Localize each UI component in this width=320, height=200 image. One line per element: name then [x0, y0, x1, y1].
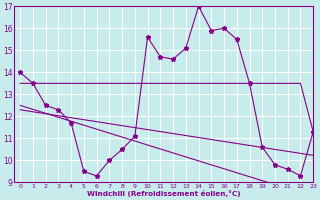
X-axis label: Windchill (Refroidissement éolien,°C): Windchill (Refroidissement éolien,°C) [87, 190, 240, 197]
